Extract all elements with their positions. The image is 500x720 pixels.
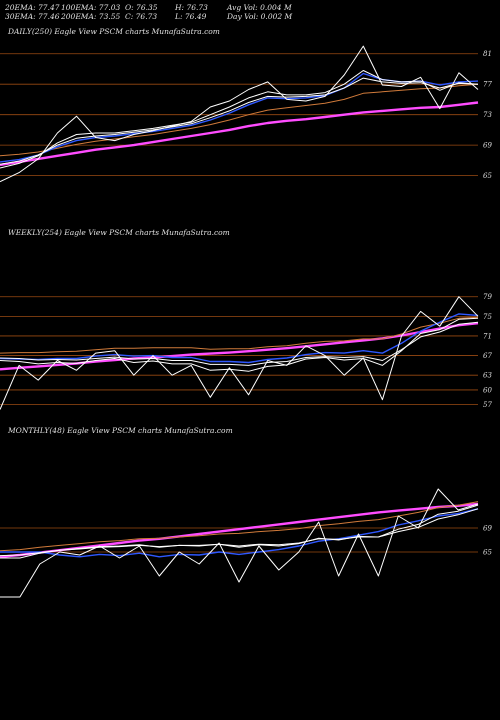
monthly-chart: 69 65 [0,488,492,598]
series-line [0,317,479,372]
stat-high: H: 76.73 [175,3,208,12]
stat-day-vol: Day Vol: 0.002 M [227,12,293,21]
y-tick-label: 73 [483,111,492,119]
y-tick-label: 67 [483,352,492,360]
weekly-chart-title: WEEKLY(254) Eagle View PSCM charts Munaf… [8,228,230,237]
stat-low: L: 76.49 [175,12,207,21]
series-line [0,508,479,558]
series-line [0,296,479,410]
stat-close: C: 76.73 [125,12,158,21]
series-line [0,77,479,165]
daily-chart: 81 77 73 69 65 [0,45,492,183]
series-line [0,70,479,169]
y-tick-label: 63 [483,372,492,380]
y-tick-label: 57 [483,401,492,409]
y-tick-label: 75 [483,313,492,321]
y-tick-label: 65 [483,172,492,180]
stats-header: 20EMA: 77.47 100EMA: 77.03 O: 76.35 H: 7… [5,3,495,23]
y-tick-label: 65 [483,549,492,557]
y-tick-label: 60 [483,386,492,394]
series-line [0,502,479,558]
series-line [0,508,479,557]
stat-ema20: 20EMA: 77.47 [5,3,60,12]
y-tick-label: 81 [483,50,492,58]
y-tick-label: 71 [483,332,492,340]
series-line [0,45,479,183]
daily-chart-title: DAILY(250) Eagle View PSCM charts Munafa… [8,27,220,36]
stat-ema100: 100EMA: 77.03 [61,3,121,12]
y-tick-label: 69 [483,142,492,150]
series-line [0,83,479,157]
stat-avg-vol: Avg Vol: 0.004 M [227,3,292,12]
series-line [0,504,479,559]
stat-ema200: 200EMA: 73.55 [61,12,121,21]
series-line [0,101,479,167]
monthly-chart-title: MONTHLY(48) Eagle View PSCM charts Munaf… [8,426,233,435]
y-tick-label: 77 [483,81,492,89]
series-line [0,316,479,354]
y-tick-label: 69 [483,525,492,533]
stat-open: O: 76.35 [125,3,158,12]
stat-ema30: 30EMA: 77.46 [5,12,60,21]
weekly-chart: 79 75 71 67 63 60 57 [0,293,492,410]
series-line [0,321,479,366]
series-line [0,488,479,598]
y-tick-label: 79 [483,293,492,301]
